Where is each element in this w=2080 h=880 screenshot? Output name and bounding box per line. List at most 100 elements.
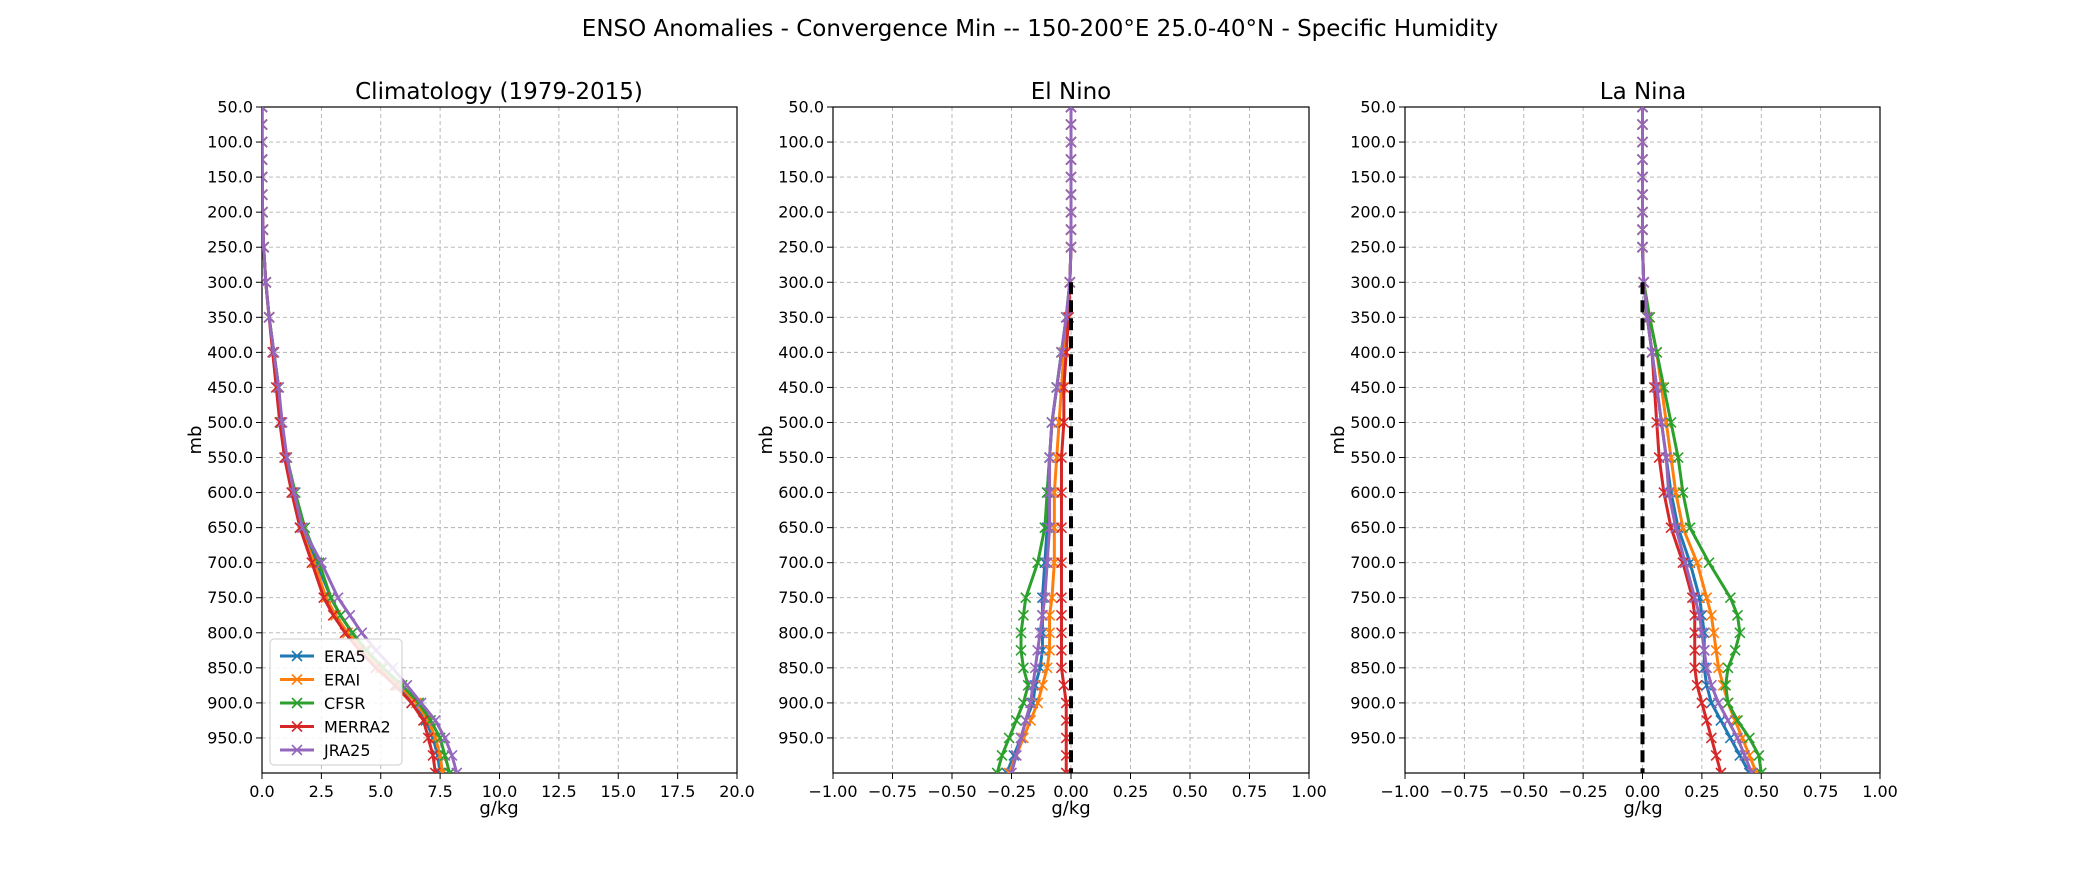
- series-jra25-marker: [1636, 241, 1649, 253]
- series-merra2-marker: [1696, 697, 1708, 709]
- series-jra25-marker: [1698, 644, 1710, 656]
- y-tick-label: 300.0: [1350, 273, 1396, 292]
- series-era5: [1001, 107, 1077, 773]
- series-erai-marker: [1708, 627, 1720, 639]
- series-jra25-marker: [1065, 189, 1077, 201]
- series-erai-marker: [1044, 627, 1056, 639]
- series-jra25-marker: [1636, 171, 1649, 183]
- series-merra2-marker: [1055, 487, 1068, 499]
- series-cfsr-marker: [1015, 644, 1027, 656]
- y-tick-label: 850.0: [778, 658, 824, 677]
- series-jra25-marker: [263, 311, 275, 323]
- series-cfsr-marker: [1677, 487, 1689, 499]
- series-jra25-marker: [1636, 136, 1649, 148]
- la-nina-panel-title: La Nina: [1600, 79, 1687, 105]
- climatology-panel: Climatology (1979-2015) g/kg mb 0.0 2.5 5.…: [185, 79, 755, 819]
- la-nina-panel-xlabel: g/kg: [1623, 798, 1662, 819]
- x-tick-label: −0.50: [1499, 782, 1548, 801]
- series-jra25-marker: [1636, 224, 1649, 236]
- y-tick-label: 300.0: [207, 273, 253, 292]
- series-merra2-marker: [1055, 451, 1068, 464]
- y-tick-label: 750.0: [778, 588, 824, 607]
- series-jra25-marker: [288, 487, 300, 499]
- series-jra25-marker: [315, 557, 327, 569]
- x-tick-label: 0.25: [1684, 782, 1720, 801]
- legend-label: ERA5: [324, 647, 366, 666]
- series-jra25-marker: [1646, 346, 1658, 358]
- series-merra2-marker: [417, 714, 430, 726]
- legend-label: JRA25: [323, 741, 371, 760]
- series-cfsr-marker: [1755, 767, 1767, 773]
- x-tick-label: −0.75: [1440, 782, 1489, 801]
- series-merra2-marker: [1055, 609, 1068, 621]
- series-cfsr-marker: [1743, 732, 1755, 744]
- y-tick-label: 500.0: [207, 413, 253, 432]
- series-merra2-marker: [427, 749, 439, 762]
- series-jra25-marker: [1696, 627, 1708, 639]
- series-cfsr-marker: [1722, 697, 1734, 709]
- series-jra25-marker: [276, 416, 288, 429]
- series-erai-marker: [1710, 644, 1722, 656]
- x-tick-label: 0.00: [1053, 782, 1089, 801]
- series-erai: [1636, 107, 1763, 773]
- series-erai-marker: [1036, 679, 1049, 691]
- series-merra2-marker: [318, 592, 330, 604]
- legend-box: [269, 638, 403, 766]
- series-jra25-marker: [1010, 749, 1022, 762]
- y-tick-label: 450.0: [1350, 378, 1396, 397]
- y-tick-label: 400.0: [1350, 343, 1396, 362]
- x-tick-label: 0.50: [1172, 782, 1208, 801]
- legend-label: ERAI: [324, 671, 360, 690]
- series-jra25-marker: [1044, 522, 1056, 534]
- el-nino-data: [991, 107, 1077, 773]
- series-jra25-marker: [1065, 136, 1077, 148]
- series-cfsr-marker: [1734, 627, 1746, 639]
- y-tick-label: 750.0: [207, 588, 253, 607]
- x-tick-label: 2.5: [309, 782, 334, 801]
- series-merra2-marker: [1055, 522, 1068, 534]
- series-erai-marker: [1705, 609, 1717, 621]
- series-jra25-marker: [1701, 662, 1713, 674]
- series-erai: [1003, 107, 1077, 773]
- y-tick-label: 250.0: [207, 238, 253, 257]
- series-jra25-marker: [1065, 118, 1077, 131]
- series-jra25-marker: [1065, 107, 1077, 113]
- series-jra25-marker: [1065, 206, 1077, 218]
- y-tick-label: 950.0: [207, 728, 253, 747]
- series-jra25-marker: [1029, 662, 1041, 674]
- series-jra25-marker: [1679, 557, 1691, 569]
- series-jra25-marker: [1693, 609, 1706, 621]
- series-merra2-marker: [422, 732, 434, 744]
- series-cfsr-marker: [1724, 592, 1736, 604]
- series-jra25-marker: [1039, 592, 1051, 604]
- series-jra25-marker: [1034, 627, 1046, 639]
- climatology-panel-xlabel: g/kg: [479, 798, 518, 819]
- series-cfsr-marker: [1032, 557, 1044, 569]
- series-jra25-marker: [1065, 154, 1077, 166]
- series-jra25-marker: [1739, 749, 1751, 762]
- series-merra2-marker: [1055, 662, 1068, 674]
- x-tick-label: 17.5: [660, 782, 696, 801]
- series-merra2-marker: [1055, 557, 1068, 569]
- y-tick-label: 50.0: [788, 98, 824, 117]
- y-tick-label: 150.0: [207, 168, 253, 187]
- y-tick-label: 450.0: [207, 378, 253, 397]
- el-nino-panel: El Nino g/kg mb −1.00 −0.75 −0.50 −0.25 0.00…: [756, 79, 1327, 819]
- series-erai-line: [1641, 107, 1758, 773]
- el-nino-panel-ylabel: mb: [756, 426, 777, 455]
- series-merra2-marker: [1710, 749, 1722, 762]
- series-jra25-marker: [262, 224, 269, 236]
- series-jra25-marker: [273, 381, 285, 393]
- series-cfsr-marker: [1017, 662, 1029, 674]
- series-jra25-marker: [1065, 171, 1077, 183]
- y-tick-label: 50.0: [1360, 98, 1396, 117]
- series-jra25-marker: [415, 697, 427, 709]
- x-tick-label: 10.0: [482, 782, 518, 801]
- series-jra25-marker: [1651, 381, 1663, 393]
- series-jra25-marker: [1636, 189, 1649, 201]
- y-tick-label: 450.0: [778, 378, 824, 397]
- series-merra2-marker: [406, 697, 418, 709]
- series-jra25-marker: [332, 592, 344, 604]
- series-jra25-marker: [344, 609, 356, 621]
